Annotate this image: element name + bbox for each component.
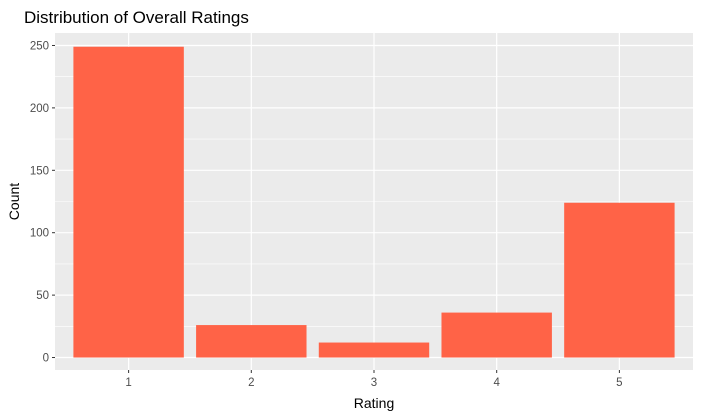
bar — [73, 46, 184, 358]
x-tick-label: 1 — [125, 377, 131, 389]
y-tick-label: 50 — [36, 290, 49, 302]
y-axis-title: Count — [6, 183, 22, 220]
x-tick-label: 5 — [616, 377, 622, 389]
y-tick-label: 100 — [30, 228, 49, 240]
bar — [318, 342, 430, 358]
bar — [441, 312, 552, 358]
y-tick-label: 150 — [30, 165, 49, 177]
x-tick-label: 2 — [248, 377, 254, 389]
y-tick-label: 250 — [30, 40, 49, 52]
y-tick-label: 0 — [43, 353, 49, 365]
bars — [73, 46, 675, 358]
x-tick-label: 3 — [371, 377, 377, 389]
x-tick-label: 4 — [493, 377, 500, 389]
bar — [564, 202, 675, 358]
chart-title: Distribution of Overall Ratings — [24, 8, 249, 27]
bar — [196, 325, 307, 358]
x-axis-title: Rating — [354, 395, 394, 411]
y-axis: 0 50 100 150 200 250 — [30, 40, 55, 365]
x-axis: 1 2 3 4 5 — [125, 370, 623, 389]
y-tick-label: 200 — [30, 103, 49, 115]
